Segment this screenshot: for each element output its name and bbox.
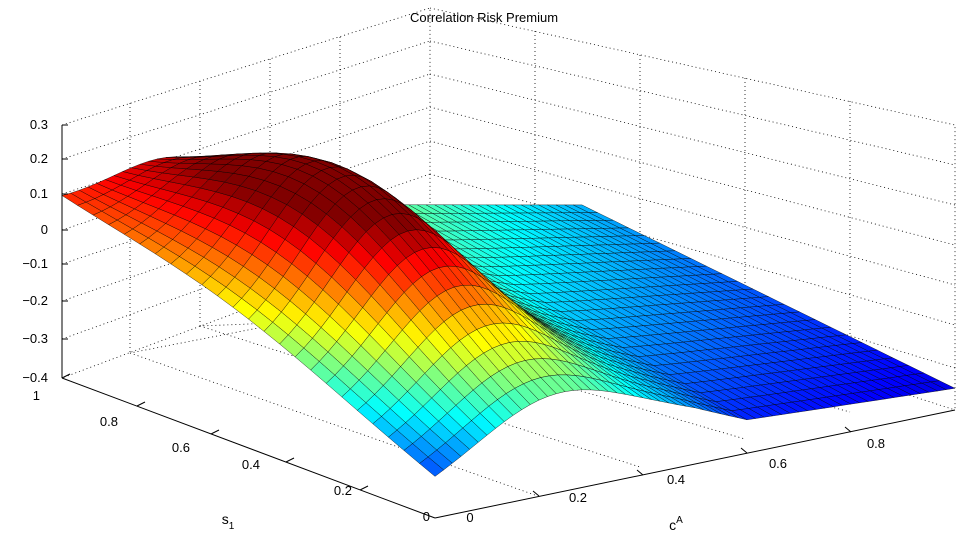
y-ticks: 1 0.8 0.6 0.4 0.2 0	[33, 373, 430, 524]
z-tick-label: 0.3	[30, 117, 48, 132]
x-axis-label-sup: A	[676, 515, 683, 526]
x-tick-label: 0	[466, 510, 473, 525]
surface-patch	[930, 380, 956, 390]
surface-mesh	[61, 152, 956, 477]
z-tick-label: −0.1	[22, 256, 48, 271]
x-tick-label: 0.2	[569, 490, 587, 505]
y-tick-label: 1	[33, 388, 40, 403]
y-tick-label: 0.4	[242, 457, 260, 472]
y-axis-label: s1	[222, 511, 235, 532]
x-tick-label: 0.6	[769, 456, 787, 471]
z-tick-label: −0.3	[22, 331, 48, 346]
x-axis-label-base: c	[669, 517, 676, 533]
x-ticks: 0 0.2 0.4 0.6 0.8	[466, 426, 885, 525]
z-tick-label: −0.4	[22, 370, 48, 385]
z-tick-label: 0	[41, 222, 48, 237]
y-tick-label: 0.2	[334, 483, 352, 498]
y-axis-line	[61, 377, 436, 519]
axes	[61, 125, 956, 519]
y-axis-label-base: s	[222, 511, 229, 527]
y-tick-label: 0.6	[172, 440, 190, 455]
z-tick-label: 0.2	[30, 151, 48, 166]
y-tick-label: 0.8	[100, 414, 118, 429]
x-tick-label: 0.4	[667, 472, 685, 487]
chart-title: Correlation Risk Premium	[410, 10, 558, 25]
x-tick-label: 0.8	[867, 436, 885, 451]
z-ticks: 0.3 0.2 0.1 0 −0.1 −0.2 −0.3 −0.4	[22, 117, 68, 385]
y-tick-label: 0	[423, 509, 430, 524]
x-axis-line	[434, 409, 956, 519]
x-axis-label: cA	[669, 515, 683, 533]
z-tick-label: −0.2	[22, 293, 48, 308]
y-axis-label-sub: 1	[229, 521, 235, 532]
z-tick-label: 0.1	[30, 186, 48, 201]
